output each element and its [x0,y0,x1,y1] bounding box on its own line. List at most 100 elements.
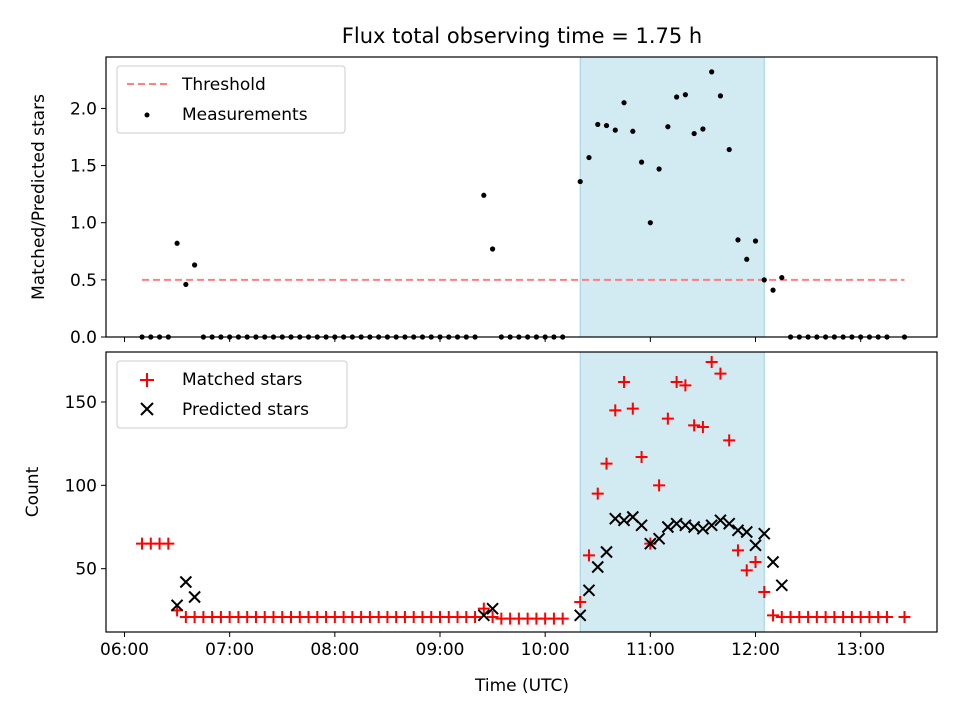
measurement-point [665,124,671,130]
predicted-star-marker [617,514,631,527]
measurement-point [586,154,592,161]
matched-star-marker [469,611,482,623]
matched-star-marker [162,537,175,550]
chart-title: Flux total observing time = 1.75 h [342,24,702,48]
measurement-point [183,281,189,288]
measurement-point [691,130,697,137]
predicted-star-marker [775,579,788,592]
predicted-star-marker [179,575,193,589]
predicted-star-marker [574,609,587,622]
matched-star-marker [696,421,709,433]
measurement-point [577,178,583,185]
measurement-point [603,122,610,129]
predicted-star-marker [766,555,780,569]
top-axes-frame [105,56,938,338]
matched-star-marker [688,419,701,432]
measurement-point [612,127,618,133]
predicted-star-marker [749,539,762,552]
top-y-tick-label: 2.0 [70,99,97,119]
measurement-point [682,92,688,98]
predicted-star-marker [652,532,666,545]
measurement-point [726,146,732,153]
predicted-star-marker [582,584,596,597]
predicted-star-marker [740,525,753,539]
matched-star-marker [582,549,595,562]
matched-star-marker [758,586,771,598]
bottom-shaded-interval [579,351,765,633]
predicted-star-marker [758,527,771,540]
measurement-point [192,262,198,268]
top-panel: 0.00.51.01.52.0 Matched/Predicted stars … [29,56,938,348]
matched-star-marker [591,487,604,500]
bottom-axes-frame [105,351,938,633]
predicted-star-marker [661,520,675,534]
measurement-point [700,126,706,132]
bottom-panel: 06:00 07:00 08:00 09:00 10:00 11:00 12:00 13:00… [23,351,938,696]
matched-stars-legend-swatch [140,373,154,387]
measurement-point [744,256,750,262]
x-tick-label: 12:00 [731,640,780,660]
x-tick-label: 13:00 [836,640,885,660]
measurement-point [621,100,627,106]
measurement-point [647,220,653,226]
bottom-y-tick-label: 100 [65,476,97,496]
measurement-point [656,166,662,172]
top-y-tick-label: 1.5 [70,157,97,177]
top-shaded-interval [579,56,765,338]
legend-measurements: Measurements [182,105,308,125]
matched-star-marker [767,609,780,622]
matched-star-marker [740,564,753,577]
legend-predicted-stars: Predicted stars [182,400,309,420]
top-axis-ticks: 0.0 0.5 1.0 1.5 2.0 [70,99,862,348]
predicted-star-marker [170,599,184,612]
x-tick-label: 10:00 [521,640,570,660]
predicted-star-marker [714,514,727,527]
matched-star-marker [574,596,587,608]
matched-star-marker [626,402,639,415]
legend-threshold: Threshold [181,75,266,95]
top-y-tick-label: 1.0 [70,214,97,234]
matched-star-marker [749,556,762,568]
measurement-point [770,287,776,293]
measurement-point [735,237,741,243]
bottom-y-tick-label: 50 [75,560,97,580]
measurement-point [761,277,767,283]
measurement-point [489,246,496,252]
matched-star-marker [486,611,499,623]
matched-star-marker [477,602,490,615]
top-legend-box [116,65,346,134]
legend-matched-stars: Matched stars [182,370,302,390]
measurement-point [717,93,724,99]
bottom-y-axis-label: Count [23,466,43,517]
predicted-star-marker [591,560,604,574]
bottom-plot-area [136,356,911,625]
top-legend: Threshold Measurements [116,65,346,134]
matched-star-marker [556,612,569,625]
matched-star-marker [661,412,674,425]
top-y-tick-label: 0.5 [70,271,97,291]
matched-star-marker [670,376,683,388]
measurement-point [174,240,180,246]
top-y-tick-label: 0.0 [70,328,97,348]
matched-star-marker [653,479,666,492]
matched-star-marker [600,457,613,470]
bottom-axis-ticks: 06:00 07:00 08:00 09:00 10:00 11:00 12:00 13:00… [65,393,886,660]
x-axis-label: Time (UTC) [474,676,569,696]
predicted-star-marker [477,609,491,622]
predicted-star-marker [644,537,657,550]
measurement-point [709,69,715,75]
matched-star-marker [714,367,727,380]
predicted-star-marker [696,522,710,535]
x-tick-label: 08:00 [310,640,359,660]
predicted-star-marker [188,590,201,604]
x-tick-label: 11:00 [626,640,675,660]
bottom-y-tick-label: 150 [65,393,97,413]
matched-star-marker [609,404,622,417]
x-tick-label: 09:00 [416,640,465,660]
x-tick-label: 07:00 [205,640,254,660]
matched-star-marker [618,376,631,388]
measurement-point [674,94,680,100]
bottom-legend: Matched stars Predicted stars [116,360,348,429]
measurements-legend-swatch [144,112,150,118]
predicted-star-marker [723,517,736,530]
